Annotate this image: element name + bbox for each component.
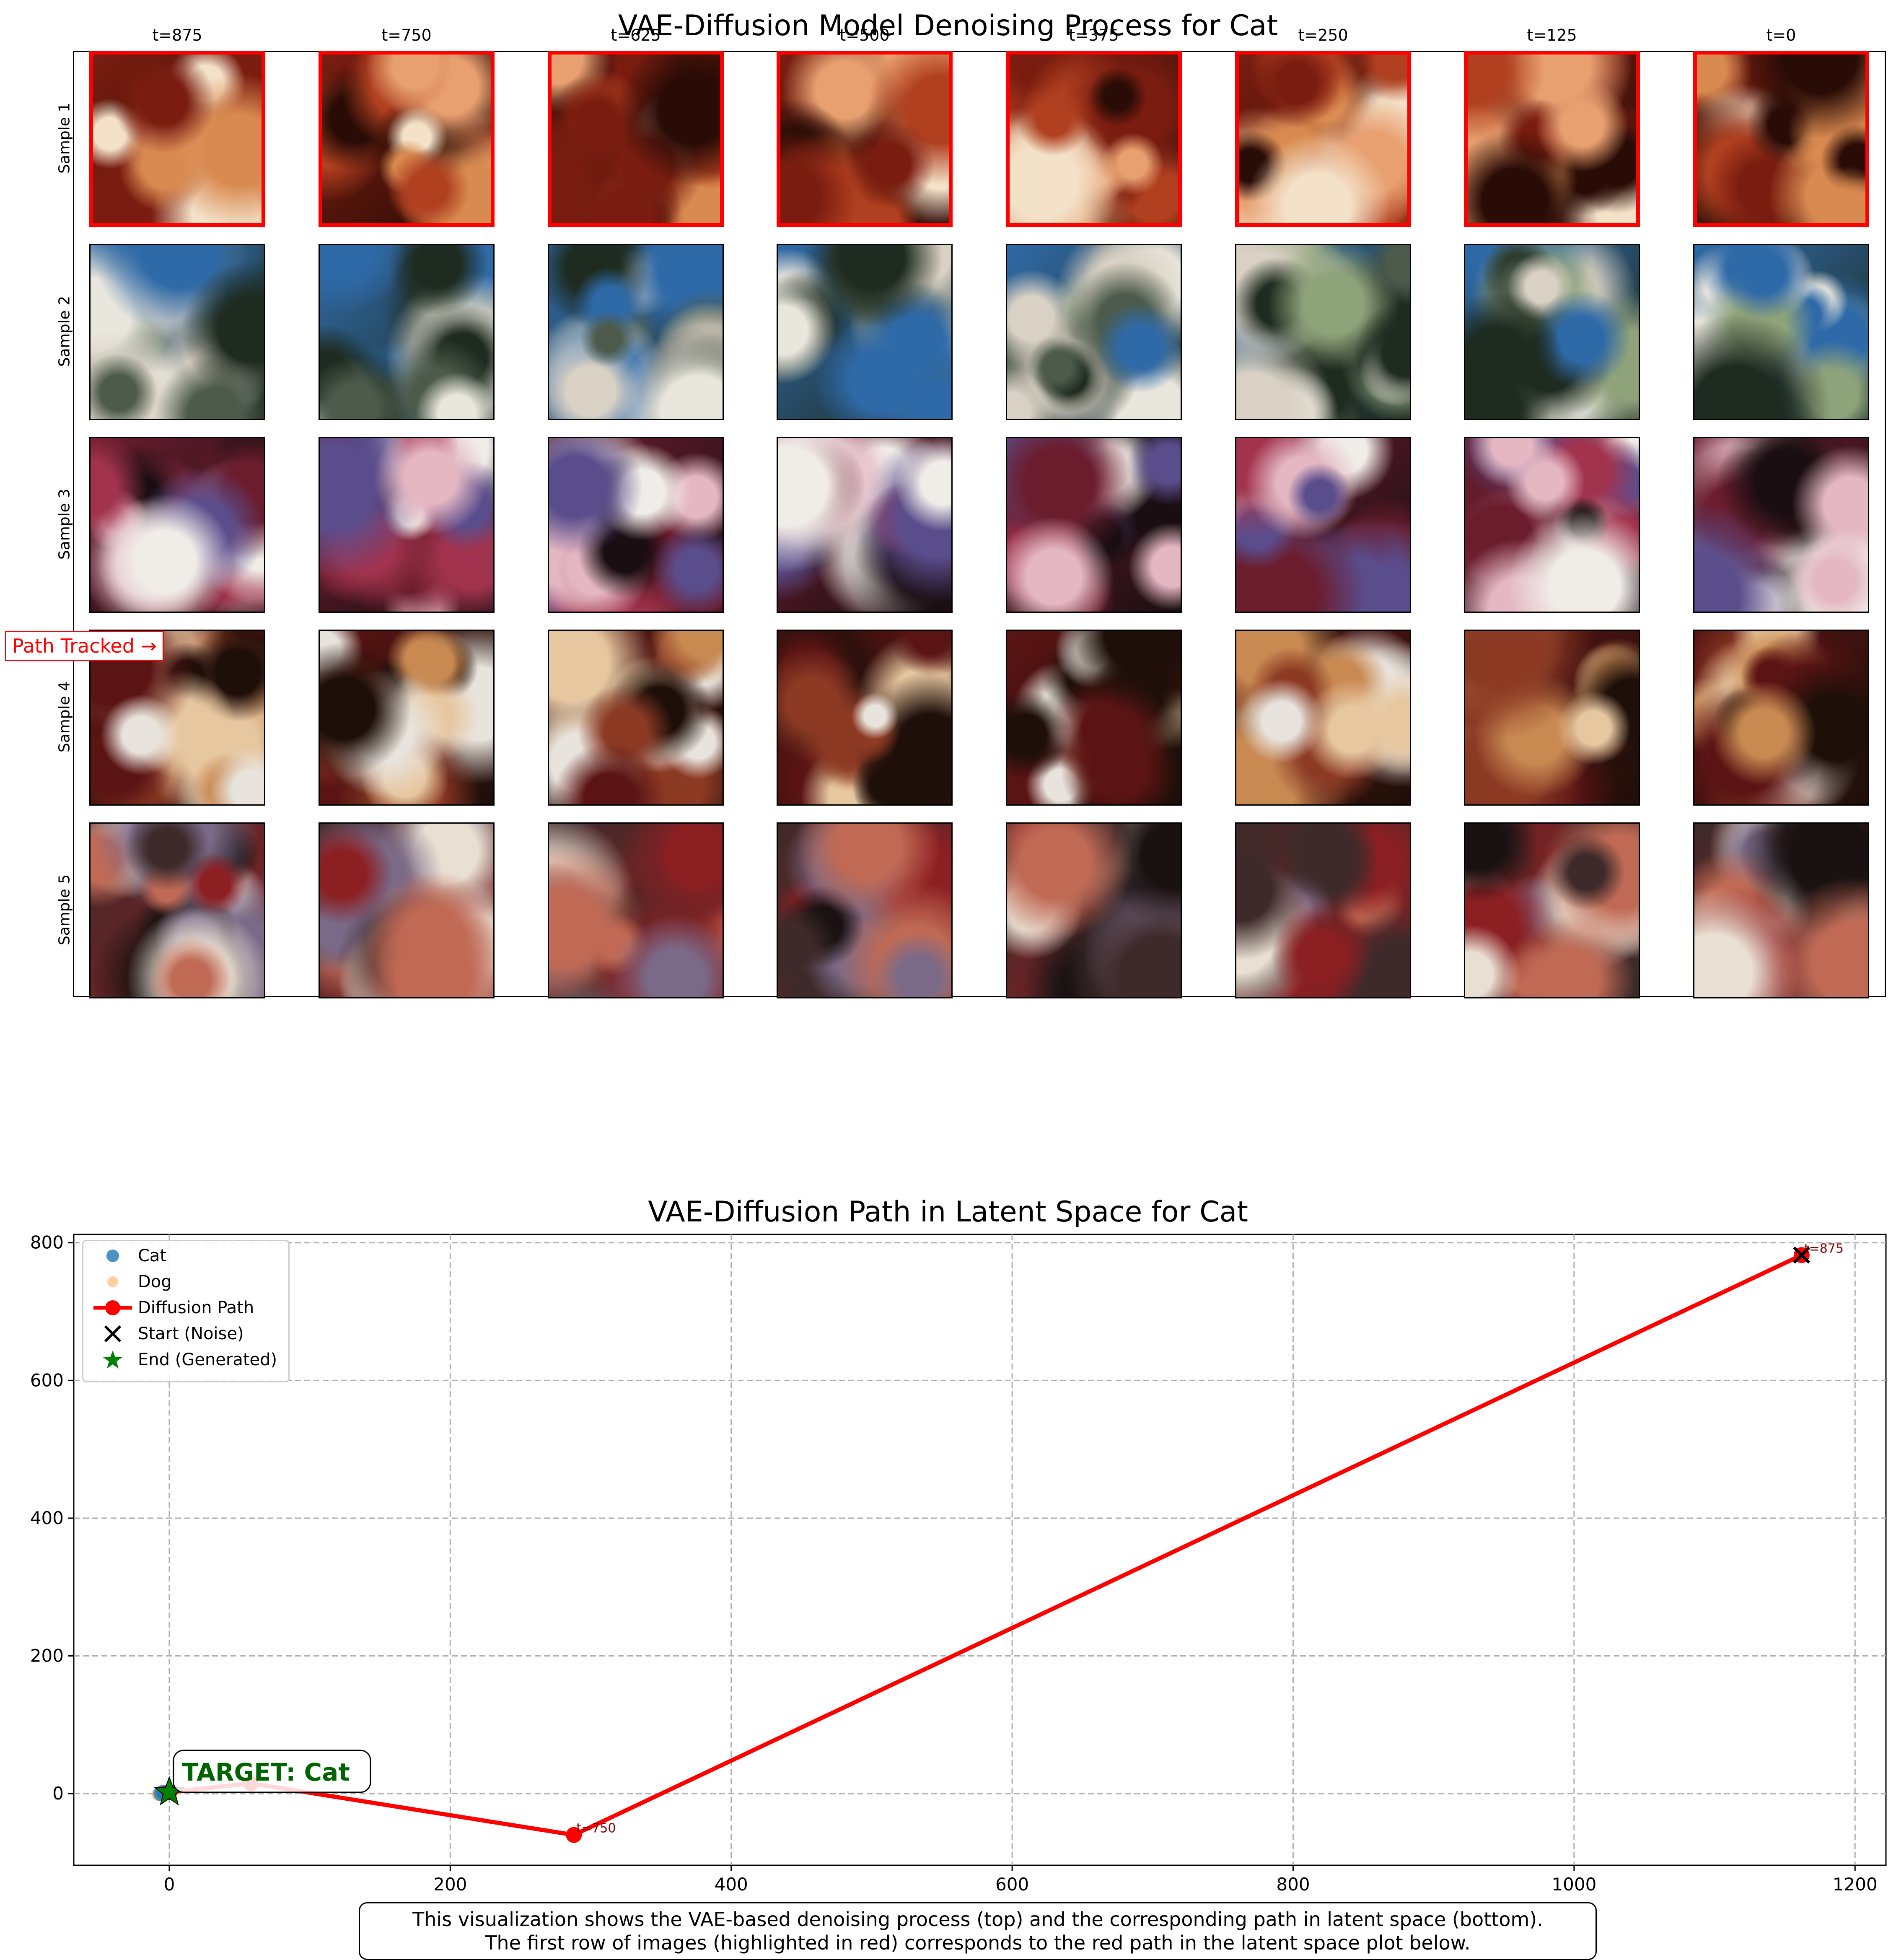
generated-image-tile (1006, 244, 1182, 420)
generated-image-tile (548, 244, 724, 420)
generated-image-tile (319, 244, 495, 420)
legend-label-dog: Dog (138, 1272, 172, 1291)
target-label: TARGET: Cat (182, 1758, 350, 1786)
generated-image-tile (1693, 437, 1869, 613)
generated-image-tile (1006, 437, 1182, 613)
legend-label-cat: Cat (138, 1246, 167, 1265)
figure-title: VAE-Diffusion Model Denoising Process fo… (618, 9, 1278, 42)
generated-image-tile (319, 630, 495, 806)
generated-image-tile (1235, 630, 1411, 806)
generated-image-tile (319, 437, 495, 613)
generated-image-tile (1693, 51, 1869, 227)
generated-image-tile (1464, 822, 1640, 998)
plot-area (73, 1234, 1887, 1866)
generated-image-tile (1464, 630, 1640, 806)
generated-image-tile (777, 51, 953, 227)
x-tick-label: 400 (715, 1874, 748, 1895)
generated-image-tile (1006, 630, 1182, 806)
generated-image-tile (89, 244, 265, 420)
generated-image-tile (1464, 51, 1640, 227)
generated-image-tile (1235, 244, 1411, 420)
latent-plot-title: VAE-Diffusion Path in Latent Space for C… (648, 1195, 1248, 1229)
caption-line-2: The first row of images (highlighted in … (485, 1931, 1471, 1954)
generated-image-tile (1006, 822, 1182, 998)
target-label-box (173, 1750, 371, 1793)
legend: Cat Dog Diffusion Path Start (Noise) End… (82, 1240, 290, 1382)
generated-image-tile (1693, 822, 1869, 998)
generated-image-tile (319, 822, 495, 998)
generated-image-tile (548, 437, 724, 613)
timestep-label: t=250 (1298, 26, 1348, 44)
timestep-label: t=0 (1766, 26, 1796, 44)
legend-symbol-path (93, 1300, 132, 1315)
timestep-label: t=500 (839, 26, 890, 44)
generated-image-tile (89, 822, 265, 998)
generated-image-tile (1464, 244, 1640, 420)
generated-image-tile (1235, 51, 1411, 227)
legend-symbol-end (103, 1351, 122, 1369)
generated-image-tile (1235, 437, 1411, 613)
generated-image-tile (548, 51, 724, 227)
generated-image-tile (1693, 244, 1869, 420)
generated-image-tile (89, 51, 265, 227)
legend-label-path: Diffusion Path (138, 1298, 254, 1317)
legend-label-start: Start (Noise) (138, 1324, 244, 1343)
y-tick-label: 200 (30, 1646, 64, 1666)
generated-image-tile (89, 437, 265, 613)
generated-image-tile (777, 822, 953, 998)
timestep-annotation: t=750 (576, 1821, 616, 1836)
y-tick-label: 0 (52, 1783, 64, 1804)
generated-image-tile (777, 630, 953, 806)
caption-line-1: This visualization shows the VAE-based d… (412, 1908, 1543, 1931)
legend-label-end: End (Generated) (138, 1350, 277, 1369)
image-grid: t=875 t=750 t=625 t=500 t=375 t=250 t=125 t=0 Sa… (56, 26, 1869, 998)
generated-image-tile (548, 822, 724, 998)
x-tick-label: 1200 (1833, 1874, 1878, 1895)
y-tick-label: 400 (30, 1508, 64, 1528)
legend-item-start: Start (Noise) (83, 1321, 288, 1347)
generated-image-tile (548, 630, 724, 806)
generated-image-tile (777, 437, 953, 613)
image-grid-frame (73, 51, 1886, 997)
x-tick-label: 1000 (1552, 1874, 1596, 1895)
generated-image-tile (319, 51, 495, 227)
y-tick-label: 800 (30, 1232, 64, 1253)
x-tick-label: 200 (433, 1874, 467, 1895)
legend-item-cat: Cat (83, 1243, 288, 1269)
timestep-label: t=625 (611, 26, 661, 44)
timestep-label: t=875 (152, 26, 202, 44)
x-tick-label: 0 (164, 1874, 175, 1895)
timestep-annotation: t=875 (1804, 1241, 1844, 1256)
legend-symbol-dog (107, 1276, 118, 1287)
y-tick-label: 600 (30, 1370, 64, 1390)
timestep-label: t=375 (1069, 26, 1119, 44)
caption-box: This visualization shows the VAE-based d… (359, 1902, 1597, 1960)
legend-item-path: Diffusion Path (83, 1295, 288, 1321)
timestep-label: t=125 (1527, 26, 1577, 44)
x-tick-label: 800 (1276, 1874, 1310, 1895)
generated-image-tile (777, 244, 953, 420)
legend-item-dog: Dog (83, 1269, 288, 1295)
timestep-label: t=750 (381, 26, 432, 44)
legend-symbol-start (104, 1325, 122, 1343)
generated-image-tile (1693, 630, 1869, 806)
start-marker (1793, 1246, 1811, 1264)
legend-symbol-cat (106, 1250, 119, 1262)
x-tick-label: 600 (995, 1874, 1029, 1895)
diffusion-path-point (566, 1827, 582, 1843)
generated-image-tile (1006, 51, 1182, 227)
generated-image-tile (1235, 822, 1411, 998)
generated-image-tile (1464, 437, 1640, 613)
legend-item-end: End (Generated) (83, 1347, 288, 1373)
path-tracked-label: Path Tracked → (5, 631, 164, 661)
